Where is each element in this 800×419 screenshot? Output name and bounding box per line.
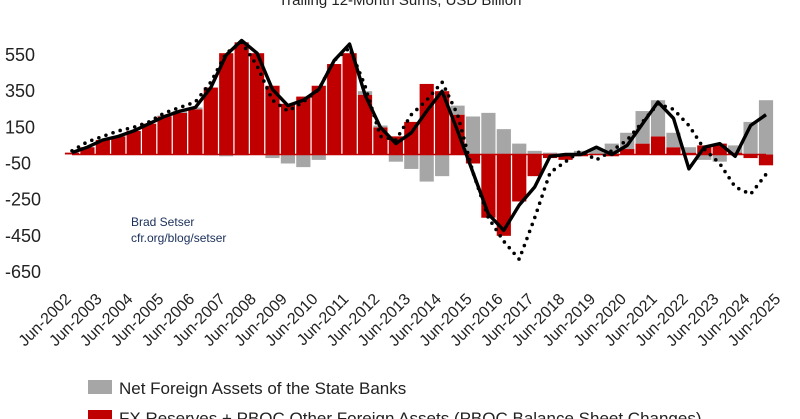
- red-bar: [650, 136, 666, 155]
- legend-label-fx-reserves: FX Reserves + PBOC Other Foreign Assets …: [119, 409, 702, 419]
- grey-bar: [758, 100, 774, 155]
- red-bar: [681, 152, 696, 155]
- red-bar: [234, 42, 249, 155]
- grey-bar: [604, 143, 619, 155]
- line-layer: [70, 38, 768, 262]
- grey-bar: [542, 152, 558, 155]
- grey-bar: [620, 132, 635, 150]
- red-bar: [80, 147, 95, 155]
- red-bar: [481, 154, 496, 218]
- solid-series-line: [71, 38, 767, 233]
- grey-bar: [728, 145, 743, 153]
- grey-bar: [296, 154, 311, 168]
- red-bar: [496, 154, 511, 236]
- legend-label-state-banks: Net Foreign Assets of the State Banks: [119, 379, 406, 398]
- red-bar: [357, 94, 373, 155]
- annotation-author: Brad Setser: [131, 215, 194, 229]
- grey-bar: [388, 154, 403, 162]
- red-bar: [558, 154, 573, 160]
- red-bar: [142, 123, 157, 155]
- legend-swatch-fx-reserves: [88, 410, 112, 419]
- grey-bar: [465, 116, 481, 155]
- red-bar: [280, 103, 296, 155]
- grey-bar: [450, 105, 465, 115]
- grey-bar: [681, 147, 696, 153]
- grey-bar: [435, 154, 450, 177]
- red-bar: [203, 87, 218, 155]
- red-bar: [373, 127, 388, 155]
- red-bar: [296, 96, 311, 155]
- red-bar: [311, 85, 326, 155]
- y-tick-label: -50: [5, 154, 31, 174]
- grey-bar: [589, 149, 604, 155]
- grey-bar: [666, 132, 681, 148]
- red-bar: [465, 154, 481, 164]
- red-bar: [512, 154, 527, 202]
- grey-bar: [280, 154, 296, 164]
- grey-bar: [265, 154, 280, 159]
- y-tick-label: 150: [5, 117, 35, 137]
- red-bar: [126, 130, 141, 155]
- y-tick-label: -250: [5, 190, 41, 210]
- red-bar: [95, 139, 110, 155]
- red-bar: [666, 147, 681, 155]
- red-bar: [219, 53, 234, 155]
- x-axis-ticks: Jun-2002Jun-2003Jun-2004Jun-2005Jun-2006…: [16, 291, 785, 350]
- red-bar: [435, 91, 450, 155]
- red-bar: [64, 152, 80, 155]
- y-tick-label: -450: [5, 226, 41, 246]
- red-bar: [265, 85, 280, 155]
- grey-bar: [404, 154, 419, 169]
- bar-layer: [64, 42, 774, 236]
- grey-bar: [712, 154, 727, 162]
- y-tick-label: 350: [5, 81, 35, 101]
- red-bar: [249, 53, 265, 155]
- red-bar: [327, 64, 342, 155]
- red-bar: [111, 136, 126, 155]
- chart-subtitle: Trailing 12-Month Sums, USD Billion: [279, 0, 522, 9]
- red-bar: [743, 154, 758, 159]
- y-tick-label: 550: [5, 45, 35, 65]
- red-bar: [172, 112, 188, 155]
- annotation-url: cfr.org/blog/setser: [131, 231, 226, 245]
- red-bar: [758, 154, 774, 166]
- grey-bar: [697, 154, 712, 160]
- red-bar: [620, 149, 635, 155]
- red-bar: [419, 83, 434, 155]
- grey-bar: [527, 150, 542, 155]
- grey-bar: [419, 154, 434, 182]
- grey-bar: [512, 143, 527, 155]
- grey-bar: [311, 154, 326, 160]
- grey-bar: [496, 129, 511, 155]
- red-bar: [635, 143, 650, 155]
- grey-bar: [219, 154, 234, 157]
- red-bar: [188, 109, 203, 155]
- red-bar: [712, 143, 727, 155]
- legend-swatch-state-banks: [88, 380, 112, 394]
- y-axis-ticks: 550 350 150 -50 -250 -450 -650: [5, 45, 41, 282]
- red-bar: [527, 154, 542, 177]
- grey-bar: [481, 112, 496, 155]
- y-tick-label: -650: [5, 262, 41, 282]
- red-bar: [342, 53, 357, 155]
- legend: Net Foreign Assets of the State Banks FX…: [88, 379, 702, 419]
- red-bar: [157, 116, 172, 155]
